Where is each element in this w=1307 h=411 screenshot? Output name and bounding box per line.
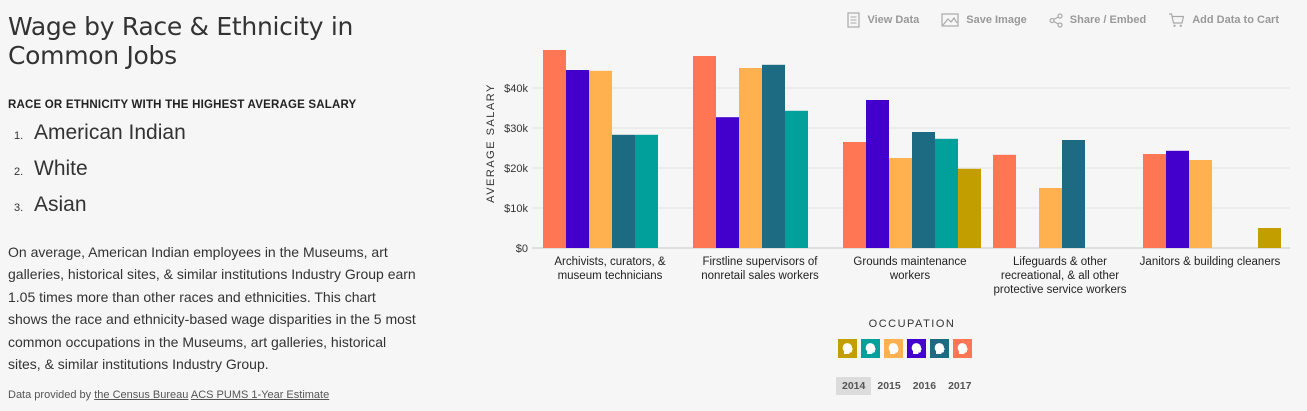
x-tick-line: Archivists, curators, &: [554, 256, 666, 268]
description: On average, American Indian employees in…: [8, 244, 416, 373]
person-head-icon: [957, 343, 968, 354]
bar[interactable]: [993, 154, 1016, 248]
bar[interactable]: [843, 142, 866, 248]
share-embed-button[interactable]: Share / Embed: [1049, 12, 1146, 28]
year-option-2015[interactable]: 2015: [877, 380, 901, 392]
bar[interactable]: [716, 117, 739, 248]
bar[interactable]: [935, 138, 958, 248]
x-tick-label: Firstline supervisors of nonretail sales …: [701, 256, 819, 282]
legend-swatch[interactable]: [884, 339, 903, 358]
view-data-label: View Data: [867, 14, 920, 26]
y-tick-label: $0: [516, 243, 528, 255]
x-tick-label: Archivists, curators, & museum technician…: [554, 256, 666, 282]
x-tick-label: Lifeguards & other recreational, & all ot…: [994, 256, 1127, 296]
legend-swatch[interactable]: [930, 339, 949, 358]
bar-chart: $0 $10k $20k $30k $40k AVERAGE SALARY Archiv…: [485, 50, 1290, 296]
x-tick-label: Grounds maintenance workers: [853, 256, 966, 282]
source-prefix: Data provided by: [8, 389, 92, 402]
bar[interactable]: [1166, 150, 1189, 248]
save-image-button[interactable]: Save Image: [941, 12, 1027, 28]
year-selector: 2014 2015 2016 2017: [836, 377, 977, 395]
year-option-2017[interactable]: 2017: [948, 380, 972, 392]
person-head-icon: [911, 343, 922, 354]
bar[interactable]: [1039, 188, 1062, 248]
y-tick-label: $30k: [504, 123, 528, 135]
add-to-cart-label: Add Data to Cart: [1192, 14, 1279, 26]
view-data-button[interactable]: View Data: [847, 12, 919, 28]
year-option-2014[interactable]: 2014: [836, 377, 872, 395]
ranking-number: 2.: [14, 166, 24, 178]
acs-pums-link[interactable]: ACS PUMS 1-Year Estimate: [190, 389, 330, 402]
info-panel: Wage by Race & Ethnicity in Common Jobs …: [8, 0, 428, 401]
x-tick-line: Lifeguards & other: [1013, 256, 1107, 268]
bars: [543, 50, 1281, 248]
share-icon: [1049, 12, 1063, 28]
x-axis-ticks: Archivists, curators, & museum technician…: [554, 256, 1280, 296]
person-head-icon: [934, 343, 945, 354]
bar[interactable]: [912, 132, 935, 248]
legend-swatch[interactable]: [861, 339, 880, 358]
x-tick-line: protective service workers: [994, 284, 1127, 296]
bar[interactable]: [693, 56, 716, 248]
bar[interactable]: [1143, 154, 1166, 248]
x-tick-label: Janitors & building cleaners: [1140, 256, 1281, 268]
bar[interactable]: [1258, 228, 1281, 248]
save-image-label: Save Image: [966, 14, 1027, 26]
ranking-name: Asian: [34, 193, 87, 216]
x-tick-line: Grounds maintenance: [853, 256, 966, 268]
y-tick-label: $20k: [504, 163, 528, 175]
source-line: Data provided by the Census Bureau ACS P…: [8, 389, 428, 401]
ranking-list: 1. American Indian 2. White 3. Asian: [8, 121, 428, 229]
ranking-item: 1. American Indian: [8, 121, 428, 157]
person-head-icon: [865, 343, 876, 354]
bar[interactable]: [958, 168, 981, 248]
person-head-icon: [888, 343, 899, 354]
year-option-2016[interactable]: 2016: [912, 380, 937, 392]
bar[interactable]: [612, 134, 635, 248]
ranking-name: White: [34, 157, 88, 180]
bar[interactable]: [1062, 140, 1085, 248]
ranking-item: 2. White: [8, 157, 428, 193]
x-tick-line: recreational, & all other: [1001, 270, 1119, 282]
x-tick-line: Janitors & building cleaners: [1140, 256, 1281, 268]
image-icon: [941, 13, 959, 27]
legend-swatch[interactable]: [907, 339, 926, 358]
legend: [838, 339, 972, 358]
legend-swatch[interactable]: [953, 339, 972, 358]
page-title: Wage by Race & Ethnicity in Common Jobs: [8, 12, 354, 70]
toolbar: View Data Save Image Share / Embed Add D…: [847, 12, 1279, 28]
x-tick-line: museum technicians: [558, 270, 663, 282]
census-bureau-link[interactable]: the Census Bureau: [94, 389, 189, 402]
bar[interactable]: [762, 64, 785, 248]
add-to-cart-button[interactable]: Add Data to Cart: [1168, 12, 1279, 28]
bar[interactable]: [635, 134, 658, 248]
ranking-name: American Indian: [34, 121, 186, 144]
bar[interactable]: [566, 70, 589, 248]
ranking-heading: RACE OR ETHNICITY WITH THE HIGHEST AVERA…: [8, 99, 357, 111]
y-axis-ticks: $0 $10k $20k $30k $40k: [504, 83, 528, 255]
bar[interactable]: [543, 50, 566, 248]
bar[interactable]: [889, 158, 912, 248]
document-icon: [847, 12, 861, 28]
ranking-number: 1.: [14, 130, 24, 142]
bar[interactable]: [866, 100, 889, 248]
share-embed-label: Share / Embed: [1069, 14, 1147, 26]
y-tick-label: $10k: [504, 203, 528, 215]
x-tick-line: nonretail sales workers: [701, 270, 819, 282]
bar[interactable]: [589, 70, 612, 248]
bar[interactable]: [785, 110, 808, 248]
person-head-icon: [842, 343, 853, 354]
bar[interactable]: [739, 68, 762, 248]
x-tick-line: workers: [889, 270, 931, 282]
x-axis-label: OCCUPATION: [868, 318, 956, 330]
ranking-item: 3. Asian: [8, 193, 428, 229]
y-axis-label: AVERAGE SALARY: [485, 83, 497, 203]
y-tick-label: $40k: [504, 83, 528, 95]
bar[interactable]: [1189, 160, 1212, 248]
x-tick-line: Firstline supervisors of: [702, 256, 818, 268]
legend-swatch[interactable]: [838, 339, 857, 358]
ranking-number: 3.: [14, 202, 24, 214]
cart-icon: [1169, 13, 1185, 27]
